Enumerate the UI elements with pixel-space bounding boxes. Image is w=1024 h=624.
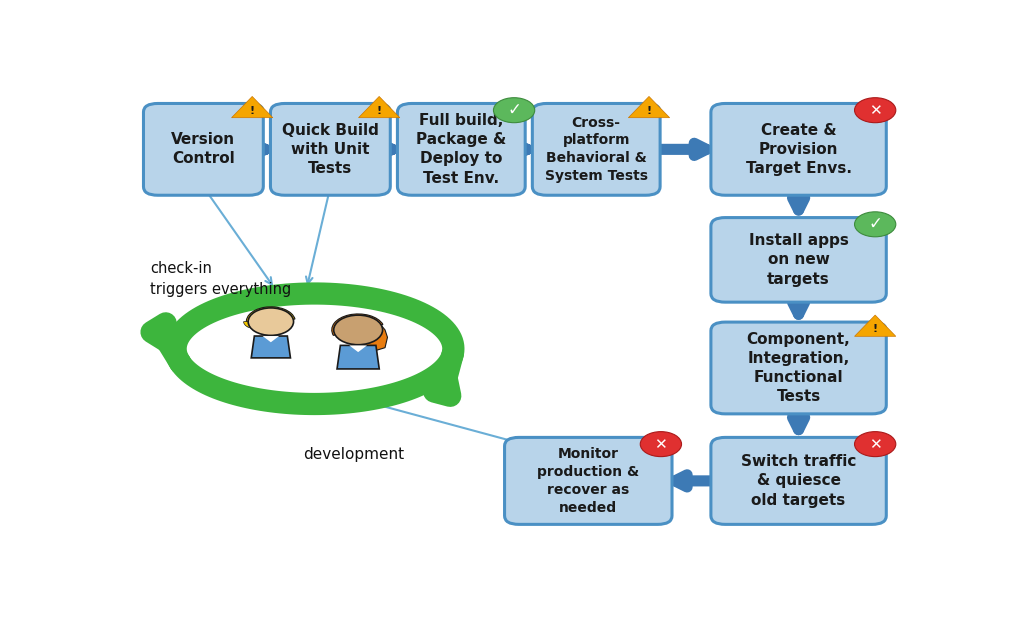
Wedge shape	[332, 314, 383, 335]
Text: !: !	[377, 106, 382, 116]
Polygon shape	[262, 336, 280, 343]
Text: Version
Control: Version Control	[171, 132, 236, 167]
Text: Component,
Integration,
Functional
Tests: Component, Integration, Functional Tests	[746, 332, 851, 404]
Wedge shape	[244, 321, 266, 328]
Polygon shape	[231, 97, 272, 118]
Text: ✕: ✕	[868, 437, 882, 452]
Text: development: development	[303, 447, 404, 462]
Polygon shape	[337, 346, 379, 369]
FancyBboxPatch shape	[270, 104, 390, 195]
Text: Switch traffic
& quiesce
old targets: Switch traffic & quiesce old targets	[741, 454, 856, 507]
Circle shape	[855, 98, 896, 123]
Circle shape	[855, 212, 896, 236]
Text: Quick Build
with Unit
Tests: Quick Build with Unit Tests	[282, 123, 379, 176]
FancyBboxPatch shape	[711, 322, 887, 414]
Text: Install apps
on new
targets: Install apps on new targets	[749, 233, 849, 286]
Text: Create &
Provision
Target Envs.: Create & Provision Target Envs.	[745, 123, 852, 176]
Text: !: !	[872, 324, 878, 334]
Text: Full build,
Package &
Deploy to
Test Env.: Full build, Package & Deploy to Test Env…	[416, 113, 507, 186]
Circle shape	[334, 315, 383, 344]
FancyBboxPatch shape	[711, 104, 887, 195]
FancyBboxPatch shape	[143, 104, 263, 195]
FancyBboxPatch shape	[505, 437, 672, 524]
FancyBboxPatch shape	[711, 437, 887, 524]
Circle shape	[494, 98, 535, 123]
FancyBboxPatch shape	[397, 104, 525, 195]
Polygon shape	[855, 315, 896, 336]
Text: ✓: ✓	[868, 215, 882, 233]
Circle shape	[640, 432, 682, 457]
FancyBboxPatch shape	[711, 218, 887, 302]
Polygon shape	[629, 97, 670, 118]
FancyBboxPatch shape	[532, 104, 660, 195]
Text: !: !	[646, 106, 651, 116]
Polygon shape	[358, 316, 387, 352]
Text: check-in
triggers everything: check-in triggers everything	[151, 261, 292, 297]
Text: Monitor
production &
recover as
needed: Monitor production & recover as needed	[538, 447, 639, 515]
Text: ✕: ✕	[654, 437, 668, 452]
Circle shape	[855, 432, 896, 457]
Polygon shape	[251, 336, 291, 358]
Polygon shape	[349, 346, 367, 352]
Text: ✓: ✓	[507, 101, 521, 119]
Text: Cross-
platform
Behavioral &
System Tests: Cross- platform Behavioral & System Test…	[545, 115, 648, 183]
Circle shape	[248, 308, 294, 335]
Text: !: !	[250, 106, 255, 116]
Text: ✕: ✕	[868, 103, 882, 118]
Polygon shape	[358, 97, 399, 118]
Wedge shape	[247, 307, 295, 327]
Wedge shape	[345, 330, 366, 336]
